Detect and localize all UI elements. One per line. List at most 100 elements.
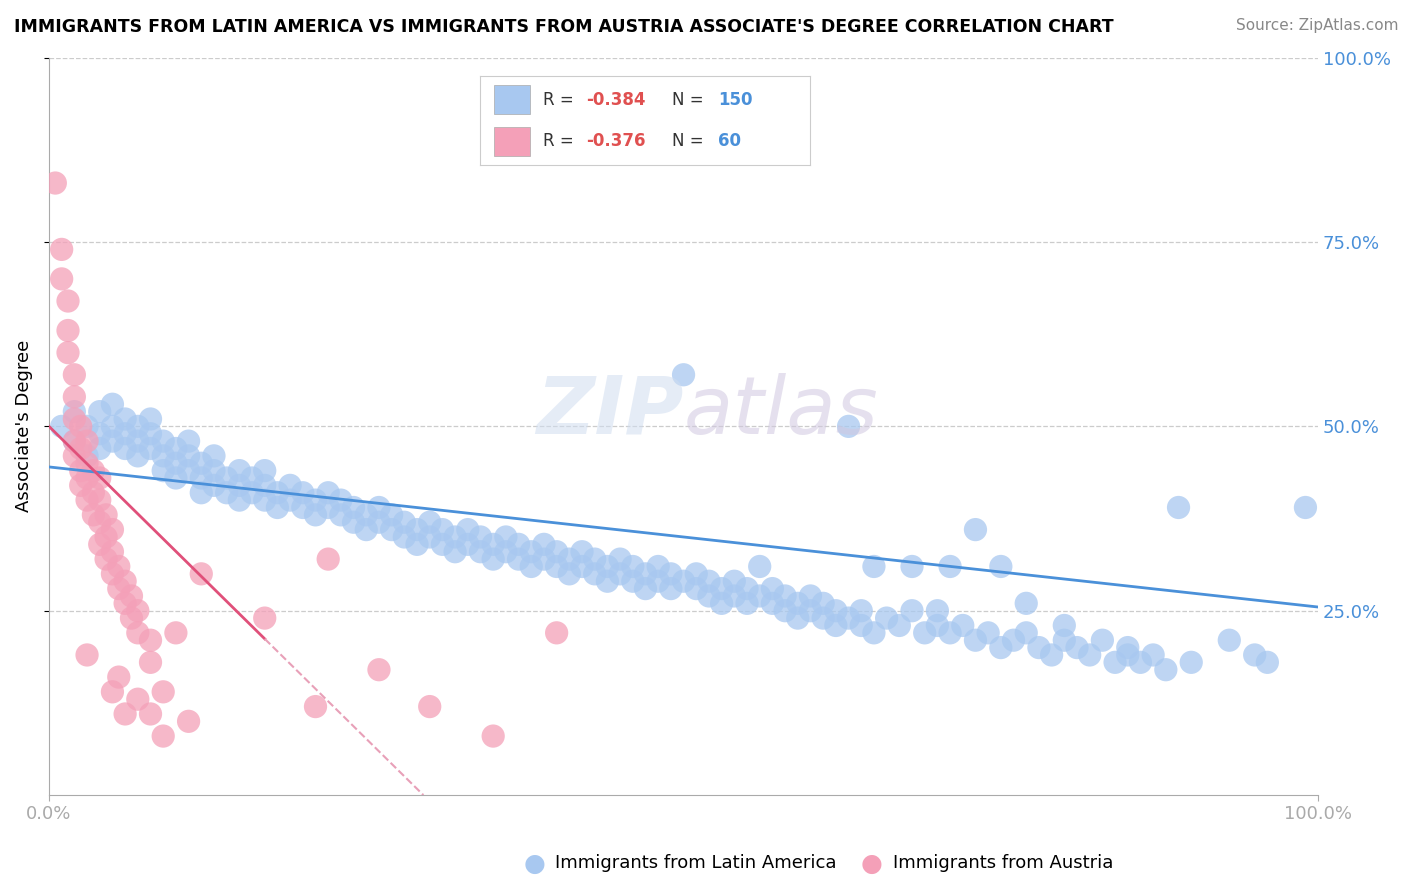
Point [63,368,86,382]
Point [901,559,924,574]
Point [863,625,886,640]
Point [990,640,1012,655]
Point [444,530,467,544]
Point [278,493,301,508]
Point [368,500,391,515]
Point [121,611,143,625]
Point [546,625,568,640]
Point [596,559,619,574]
Point [824,618,846,632]
Point [89,515,111,529]
Point [44,176,66,190]
Point [291,485,314,500]
Point [114,412,136,426]
Point [520,545,543,559]
Point [82,508,104,522]
Point [107,582,129,596]
Point [165,456,187,470]
Point [571,545,593,559]
Point [63,390,86,404]
Point [56,345,79,359]
Point [1028,640,1050,655]
Point [114,426,136,441]
Point [127,419,149,434]
Point [710,582,733,596]
Point [1180,656,1202,670]
Point [127,692,149,706]
Point [432,537,454,551]
Point [394,530,416,544]
Point [152,449,174,463]
Point [342,515,364,529]
Point [647,559,669,574]
Point [596,574,619,589]
Point [1015,625,1038,640]
Point [533,552,555,566]
Point [811,611,834,625]
Point [990,559,1012,574]
Point [1154,663,1177,677]
Point [851,618,873,632]
Point [444,545,467,559]
Point [114,574,136,589]
Point [368,515,391,529]
Point [786,611,808,625]
Point [1015,596,1038,610]
Point [546,559,568,574]
Point [1256,656,1278,670]
Point [723,589,745,603]
Point [786,596,808,610]
Point [69,478,91,492]
Point [723,574,745,589]
Point [1116,648,1139,662]
Point [977,625,1000,640]
Point [76,456,98,470]
Point [177,464,200,478]
Text: ●: ● [860,852,883,875]
Point [685,566,707,581]
Point [253,464,276,478]
Point [101,545,124,559]
Point [609,552,631,566]
Point [571,559,593,574]
Point [114,442,136,456]
Point [914,625,936,640]
Point [228,493,250,508]
Point [56,324,79,338]
Point [101,419,124,434]
Point [939,559,962,574]
Point [672,574,695,589]
Point [51,272,73,286]
Point [228,464,250,478]
Point [202,464,225,478]
Point [139,426,162,441]
Point [1294,500,1316,515]
Point [51,243,73,257]
Point [51,419,73,434]
Point [876,611,898,625]
Point [659,566,682,581]
Point [470,545,492,559]
Point [342,500,364,515]
Text: Immigrants from Latin America: Immigrants from Latin America [555,855,837,872]
Point [165,442,187,456]
Point [101,685,124,699]
Point [432,523,454,537]
Point [76,648,98,662]
Point [965,523,987,537]
Point [89,426,111,441]
Point [76,471,98,485]
Point [329,508,352,522]
Point [1218,633,1240,648]
Point [56,293,79,308]
Point [190,456,212,470]
Text: ZIP: ZIP [536,373,683,450]
Point [228,478,250,492]
Point [190,485,212,500]
Point [215,485,238,500]
Point [76,449,98,463]
Point [89,537,111,551]
Point [889,618,911,632]
Point [266,485,288,500]
Point [457,537,479,551]
